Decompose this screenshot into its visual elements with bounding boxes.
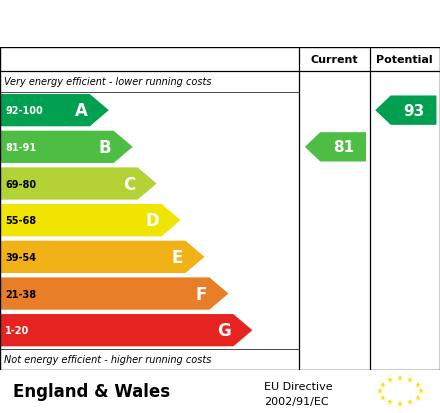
Polygon shape: [0, 241, 205, 273]
Text: E: E: [172, 248, 183, 266]
Text: England & Wales: England & Wales: [13, 382, 170, 400]
Text: D: D: [146, 212, 159, 230]
Polygon shape: [0, 204, 180, 237]
Text: 81: 81: [333, 140, 354, 155]
Text: Not energy efficient - higher running costs: Not energy efficient - higher running co…: [4, 354, 212, 364]
Text: 55-68: 55-68: [5, 216, 37, 225]
Text: G: G: [217, 321, 231, 339]
Text: C: C: [123, 175, 136, 193]
Polygon shape: [0, 314, 253, 347]
Text: Very energy efficient - lower running costs: Very energy efficient - lower running co…: [4, 77, 212, 87]
Text: 1-20: 1-20: [5, 325, 29, 335]
Text: 93: 93: [403, 103, 424, 119]
Text: Potential: Potential: [377, 55, 433, 64]
Text: 69-80: 69-80: [5, 179, 37, 189]
Text: 39-54: 39-54: [5, 252, 36, 262]
Text: 81-91: 81-91: [5, 142, 37, 152]
Text: EU Directive: EU Directive: [264, 381, 333, 391]
Text: A: A: [75, 102, 88, 120]
Text: 2002/91/EC: 2002/91/EC: [264, 396, 329, 406]
Polygon shape: [0, 95, 109, 127]
Polygon shape: [0, 131, 133, 164]
Polygon shape: [375, 96, 436, 126]
Polygon shape: [0, 168, 157, 200]
Text: Current: Current: [311, 55, 358, 64]
Polygon shape: [0, 278, 228, 310]
Text: 21-38: 21-38: [5, 289, 37, 299]
Text: B: B: [99, 138, 111, 157]
Text: F: F: [196, 285, 207, 303]
Polygon shape: [305, 133, 366, 162]
Text: Energy Efficiency Rating: Energy Efficiency Rating: [76, 14, 364, 34]
Text: 92-100: 92-100: [5, 106, 43, 116]
